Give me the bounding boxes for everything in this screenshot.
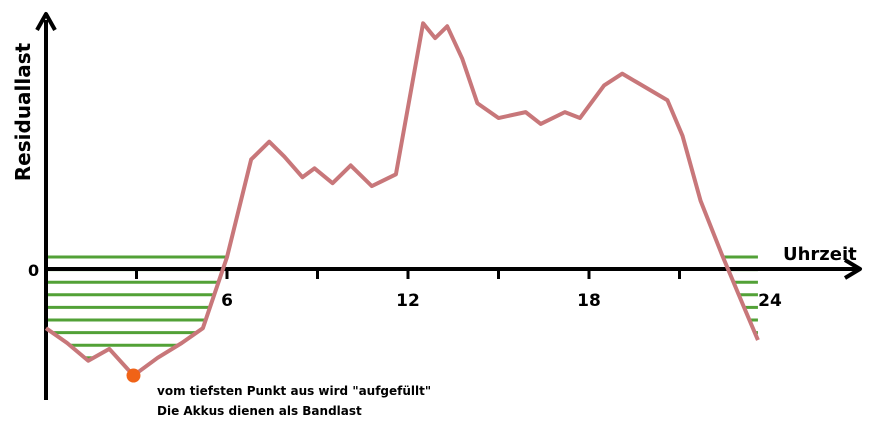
x-tick-label: 24	[758, 291, 782, 311]
x-tick-labels-group: 6 12 18 24	[221, 291, 782, 311]
y-axis-arrow	[35, 12, 57, 31]
annotation-2: Die Akkus dienen als Bandlast	[157, 404, 362, 418]
y-axis-label: Residuallast	[11, 42, 35, 181]
lowest-point-marker	[126, 368, 141, 383]
annotation-1: vom tiefsten Punkt aus wird "aufgefüllt"	[157, 384, 431, 398]
x-tick-label: 18	[577, 291, 601, 311]
x-ticks-group	[135, 268, 681, 279]
x-tick-label: 6	[221, 291, 233, 311]
x-tick-label: 12	[396, 291, 420, 311]
y-zero-label: 0	[28, 261, 39, 280]
series-line	[44, 21, 760, 378]
x-axis-label: Uhrzeit	[783, 244, 857, 265]
axes-group	[35, 12, 862, 400]
x-axis-arrow	[843, 258, 862, 280]
